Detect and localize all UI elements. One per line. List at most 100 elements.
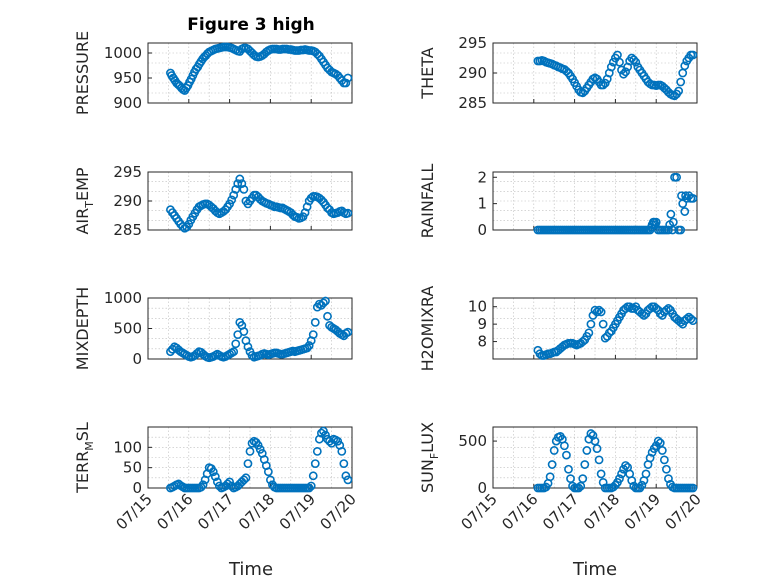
terr_msl-data-point: [245, 446, 255, 456]
xtick-label-07-18: 07/18: [235, 490, 278, 533]
air_temp-ytick-label: 295: [113, 163, 142, 181]
sun_flux-data-point: [664, 474, 673, 484]
theta-ytick-label: 290: [458, 64, 487, 82]
terr_msl-data-point: [196, 482, 206, 492]
terr_msl-data-point: [304, 483, 314, 493]
x-axis-label-left: Time: [228, 559, 273, 580]
sun_flux-data-point: [562, 450, 571, 460]
sun_flux-data-point: [549, 446, 559, 455]
rainfall-data-point: [676, 225, 686, 235]
xtick-label-07-19: 07/19: [276, 490, 319, 533]
mixdepth-data-point: [321, 296, 330, 306]
terr_msl-data-point: [339, 459, 349, 468]
terr_msl-data-point: [306, 481, 316, 491]
h2omixra-ytick-label: 10: [468, 298, 487, 316]
air_temp-data-point: [233, 179, 243, 188]
xtick-label-07-17: 07/17: [194, 490, 237, 533]
sun_flux-data-point: [560, 441, 569, 451]
rainfall-ytick-label: 2: [477, 168, 487, 186]
theta-data-point: [621, 67, 630, 77]
mixdepth-data-point: [308, 330, 318, 339]
subplot-mixdepth: 0 500 1000 MIXDEPTH: [73, 287, 353, 370]
xtick-label-07-17: 07/17: [539, 490, 582, 533]
theta-data-point: [598, 80, 608, 90]
rainfall-data-point: [668, 217, 678, 227]
h2omixra-ytick-label: 8: [477, 333, 487, 351]
h2omixra-data-point: [594, 305, 604, 315]
rainfall-y-axis-label: RAINFALL: [418, 164, 437, 239]
pressure-ytick-label: 1000: [104, 44, 142, 62]
subplot-theta: 285 290 295 THETA: [418, 34, 698, 112]
h2omixra-data-point: [686, 314, 696, 324]
air_temp-ytick-label: 290: [113, 192, 142, 210]
mixdepth-ytick-label: 500: [113, 320, 142, 338]
sun_flux-data-point: [627, 476, 637, 485]
mixdepth-data-point: [239, 327, 249, 336]
mixdepth-data-point: [343, 327, 353, 337]
sun_flux-data-point: [621, 461, 630, 470]
terr_msl-data-point: [227, 481, 237, 491]
theta-data-point: [680, 61, 690, 71]
air_temp-data-point: [227, 195, 237, 205]
theta-ytick-label: 285: [458, 94, 487, 112]
terr_msl-data-point: [243, 459, 253, 468]
sun_flux-data-point: [637, 480, 647, 490]
xtick-label-07-18: 07/18: [580, 490, 623, 533]
sun_flux-data-point: [582, 446, 592, 455]
theta-data-point: [688, 50, 698, 60]
sun_flux-data-point: [574, 483, 584, 493]
terr_msl-ytick-label: 100: [113, 438, 142, 456]
mixdepth-data-point: [310, 317, 320, 327]
subplot-terr_msl: 05010007/1507/1607/1707/1807/1907/20TERR…: [73, 422, 360, 533]
figure-title: Figure 3 high: [187, 15, 315, 35]
air_temp-data-point: [235, 174, 245, 184]
terr_msl-data-point: [241, 473, 251, 483]
mixdepth-data-point: [231, 339, 241, 349]
theta-data-point: [629, 55, 639, 65]
sun_flux-data-point: [645, 453, 655, 463]
sun_flux-data-point: [659, 455, 669, 465]
terr_msl-data-point: [312, 446, 322, 456]
theta-data-point: [619, 69, 628, 79]
sun_flux-data-point: [598, 477, 608, 487]
subplot-air_temp: 285 290 295 AIRTEMP: [73, 163, 353, 239]
sun_flux-data-point: [594, 455, 604, 465]
rainfall-ytick-label: 0: [477, 221, 487, 239]
theta-data-point: [606, 62, 616, 72]
terr_msl-data-point: [208, 467, 218, 477]
subplot-rainfall: 0 1 2 RAINFALL: [418, 164, 698, 239]
sun_flux-data-point: [580, 460, 590, 469]
sun_flux-data-point: [641, 469, 651, 479]
sun_flux-ytick-label: 500: [458, 432, 487, 450]
xtick-label-07-16: 07/16: [153, 490, 196, 533]
terr_msl-data-point: [308, 471, 318, 481]
air_temp-ytick-label: 285: [113, 221, 142, 239]
xtick-label-07-19: 07/19: [621, 490, 664, 533]
sun_flux-data-point: [615, 474, 624, 484]
sun_flux-data-point: [596, 469, 606, 479]
sun_flux-axes-border: [492, 426, 698, 489]
mixdepth-data-point: [247, 350, 257, 360]
h2omixra-data-point: [621, 304, 630, 313]
h2omixra-data-point: [535, 349, 545, 359]
sun_flux-data-point: [588, 431, 598, 440]
h2omixra-data-point: [625, 302, 635, 312]
h2omixra-data-point: [592, 307, 602, 317]
terr_msl-y-axis-label: TERRMSL: [73, 422, 96, 494]
sun_flux-data-point: [657, 446, 667, 455]
subplot-sun_flux: 050007/1507/1607/1707/1807/1907/20SUNFLU…: [418, 422, 705, 533]
sun_flux-data-point: [547, 460, 557, 469]
pressure-ytick-label: 900: [113, 94, 142, 112]
h2omixra-axes-border: [492, 297, 698, 360]
h2omixra-ytick-label: 9: [477, 315, 487, 333]
pressure-data-point: [343, 73, 353, 83]
theta-data-point: [615, 57, 624, 67]
air_temp-data-point: [343, 208, 353, 218]
terr_msl-data-point: [337, 446, 347, 456]
terr_msl-data-point: [239, 475, 249, 485]
rainfall-data-point: [664, 225, 673, 235]
sun_flux-data-point: [586, 429, 596, 438]
sun_flux-data-point: [578, 474, 588, 484]
